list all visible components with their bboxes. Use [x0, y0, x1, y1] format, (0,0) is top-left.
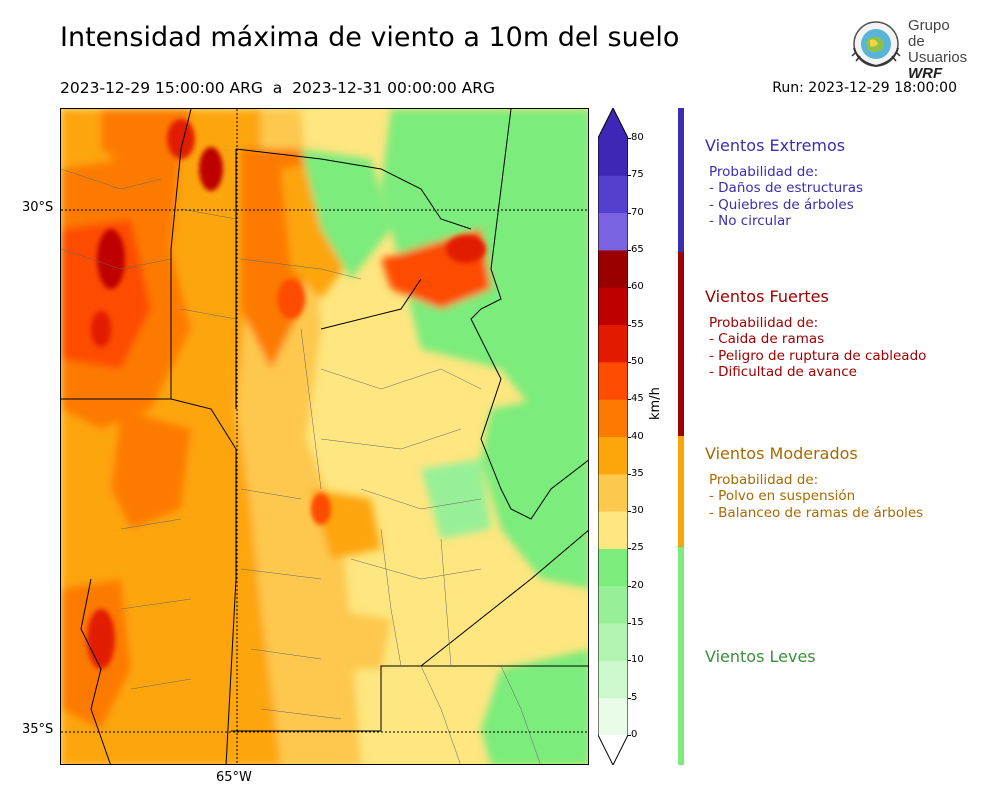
category-item: - Polvo en suspensión [709, 488, 856, 505]
colorbar-tick-label: 30 [631, 505, 644, 517]
colorbar-segment [598, 138, 628, 176]
colorbar-segment [598, 287, 628, 326]
colorbar-tick-mark [628, 138, 631, 139]
lat-label-30: 30°S [22, 200, 54, 215]
category-item: - Dificultad de avance [709, 363, 857, 380]
wind-intensity-map [60, 108, 589, 765]
category-moderados: Vientos Moderados Probabilidad de: - Pol… [705, 444, 924, 521]
colorbar-tick-mark [628, 175, 631, 177]
category-extremos: Vientos Extremos Probabilidad de: - Daño… [705, 136, 864, 229]
map-svg [61, 109, 588, 764]
colorbar-unit-label: km/h [648, 387, 663, 420]
colorbar-tick-mark [628, 660, 631, 662]
category-title: Vientos Extremos [705, 136, 846, 155]
colorbar-segment [598, 324, 628, 363]
map-title: Intensidad máxima de viento a 10m del su… [60, 22, 680, 53]
colorbar-tick-label: 80 [631, 132, 644, 143]
colorbar-segment [598, 623, 628, 661]
colorbar-tick-mark [628, 212, 631, 214]
colorbar-tick-mark [628, 324, 631, 326]
category-bar-fuertes [678, 252, 684, 436]
colorbar-tick-mark [628, 548, 631, 550]
colorbar-tick-label: 5 [631, 691, 638, 703]
logo-text: Grupo de Usuarios WRF [908, 17, 968, 82]
colorbar-segment [598, 249, 628, 288]
colorbar-tick-mark [628, 473, 631, 475]
colorbar-tick-mark [628, 399, 631, 401]
forecast-period: 2023-12-29 15:00:00 ARG a 2023-12-31 00:… [60, 79, 496, 97]
category-leves: Vientos Leves [705, 647, 816, 675]
colorbar-segment [598, 436, 628, 475]
category-title: Vientos Leves [705, 647, 816, 666]
globe-emblem-icon [851, 21, 901, 68]
category-heading: Probabilidad de: [709, 472, 819, 489]
category-item: - Balanceo de ramas de árboles [709, 504, 924, 521]
colorbar-tick-mark [628, 436, 631, 438]
category-title: Vientos Moderados [705, 444, 858, 463]
category-bar-moderados [678, 436, 684, 547]
category-heading: Probabilidad de: [709, 315, 819, 332]
colorbar-segment [598, 361, 628, 400]
category-title: Vientos Fuertes [705, 287, 829, 306]
category-fuertes: Vientos Fuertes Probabilidad de: - Caida… [705, 287, 927, 380]
colorbar-tick-label: 15 [631, 617, 644, 629]
colorbar-tick-label: 70 [631, 206, 644, 218]
colorbar-segment [598, 548, 628, 587]
colorbar-tick-label: 35 [631, 467, 644, 479]
lat-label-35: 35°S [22, 722, 54, 737]
colorbar [598, 108, 628, 765]
colorbar-tick-mark [628, 735, 631, 736]
colorbar-segment [598, 697, 628, 736]
category-item: - Caida de ramas [709, 331, 825, 348]
colorbar-segment [598, 399, 628, 437]
colorbar-segment [598, 473, 628, 512]
lon-label-65: 65°W [216, 770, 252, 785]
colorbar-tick-label: 60 [631, 281, 644, 293]
wrf-logo: Grupo de Usuarios WRF [848, 18, 968, 82]
category-item: - Peligro de ruptura de cableado [709, 347, 927, 364]
colorbar-segment [598, 511, 628, 549]
colorbar-segment [598, 660, 628, 699]
colorbar-tick-label: 10 [631, 654, 644, 666]
colorbar-tick-label: 25 [631, 542, 644, 554]
run-timestamp: Run: 2023-12-29 18:00:00 [772, 80, 957, 96]
category-item: - Daños de estructuras [709, 180, 864, 197]
category-bar-extremos [678, 108, 684, 252]
colorbar-segment [598, 175, 628, 214]
category-item: - Quiebres de árboles [709, 196, 854, 213]
colorbar-tick-label: 0 [631, 729, 638, 740]
colorbar-tick-label: 55 [631, 318, 644, 330]
colorbar-tick-label: 45 [631, 393, 644, 405]
colorbar-tick-mark [628, 697, 631, 699]
category-bar-leves [678, 547, 684, 765]
colorbar-segment [598, 585, 628, 624]
colorbar-tick-label: 40 [631, 430, 644, 442]
colorbar-extend-top [598, 108, 628, 138]
colorbar-tick-mark [628, 623, 631, 625]
colorbar-tick-label: 20 [631, 579, 644, 591]
colorbar-tick-mark [628, 249, 631, 251]
colorbar-extend-bottom [598, 735, 628, 765]
category-heading: Probabilidad de: [709, 164, 819, 181]
colorbar-tick-mark [628, 361, 631, 363]
colorbar-tick-mark [628, 585, 631, 587]
colorbar-tick-label: 65 [631, 243, 644, 255]
colorbar-tick-mark [628, 287, 631, 289]
colorbar-tick-label: 75 [631, 169, 644, 181]
category-item: - No circular [709, 212, 791, 229]
colorbar-tick-mark [628, 511, 631, 513]
colorbar-segment [598, 212, 628, 251]
colorbar-tick-label: 50 [631, 355, 644, 367]
